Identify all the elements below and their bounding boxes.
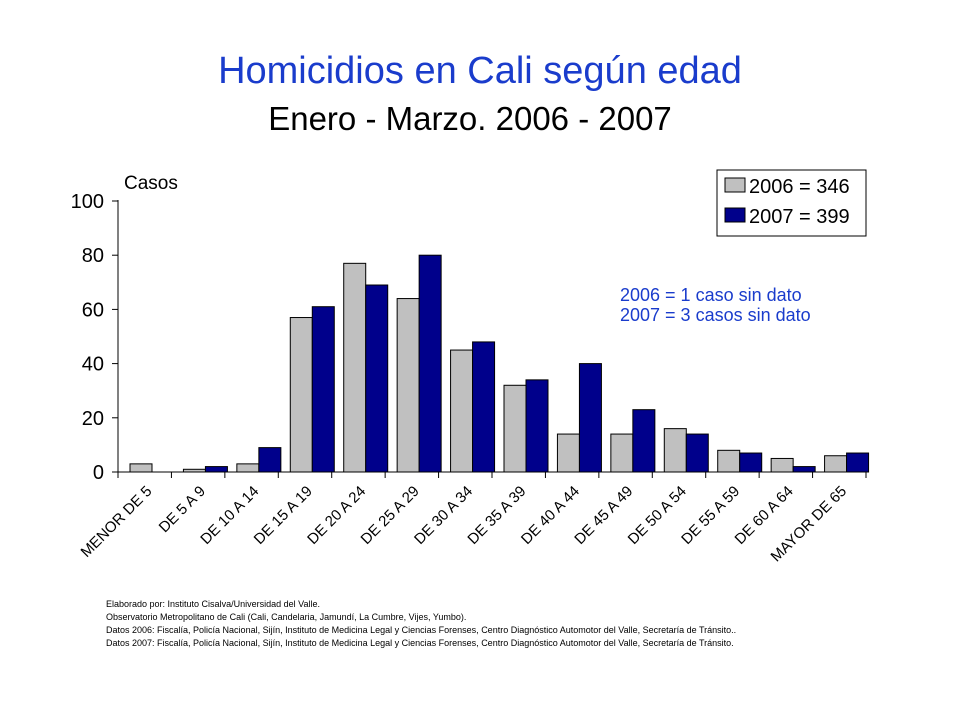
bar-2006 [663, 428, 687, 473]
annotation-note: 2007 = 3 casos sin dato [620, 305, 811, 325]
bar-2006 [289, 317, 313, 473]
source-notes: Elaborado por: Instituto Cisalva/Univers… [106, 598, 736, 650]
chart-title: Homicidios en Cali según edad [218, 50, 742, 92]
bar-2006 [396, 298, 420, 473]
bar-2007 [846, 452, 870, 473]
bar-2006 [503, 384, 527, 473]
bar-2006 [770, 457, 794, 473]
bar-2007 [578, 363, 602, 473]
bar-2007 [792, 466, 816, 473]
bar-2007 [739, 452, 763, 473]
bar-2006 [717, 449, 741, 473]
bar-2006 [236, 463, 260, 473]
legend-label-2006: 2006 = 346 [749, 176, 850, 198]
source-note-line: Datos 2007: Fiscalía, Policía Nacional, … [106, 638, 734, 648]
bar-2006 [610, 433, 634, 473]
y-tick-label: 40 [82, 354, 104, 376]
x-tick-label: DE 5 A 9 [156, 483, 209, 536]
bar-2006 [824, 455, 848, 473]
source-note-line: Datos 2006: Fiscalía, Policía Nacional, … [106, 625, 737, 635]
bar-2007 [204, 466, 228, 473]
bar-2006 [450, 349, 474, 473]
bar-2007 [685, 433, 709, 473]
bar-2007 [365, 284, 389, 473]
source-note-line: Observatorio Metropolitano de Cali (Cali… [106, 612, 467, 622]
bar-2007 [525, 379, 549, 473]
annotation-note: 2006 = 1 caso sin dato [620, 285, 802, 305]
legend-label-2007: 2007 = 399 [749, 206, 850, 228]
x-tick-label: MENOR DE 5 [78, 483, 156, 561]
bar-2006 [556, 433, 580, 473]
legend-swatch-2007 [724, 207, 746, 223]
source-note-line: Elaborado por: Instituto Cisalva/Univers… [106, 599, 320, 609]
bar-2007 [632, 409, 656, 473]
chart-subtitle: Enero - Marzo. 2006 - 2007 [268, 100, 672, 137]
y-tick-label: 100 [71, 191, 104, 213]
y-tick-label: 80 [82, 245, 104, 267]
legend-swatch-2006 [724, 177, 746, 193]
bar-2007 [311, 306, 335, 473]
y-tick-label: 20 [82, 408, 104, 430]
y-axis-label: Casos [124, 173, 178, 194]
bar-2007 [472, 341, 496, 473]
bar-2006 [182, 468, 206, 473]
y-tick-label: 60 [82, 299, 104, 321]
bar-2007 [418, 254, 442, 473]
bar-2006 [343, 262, 367, 473]
y-tick-label: 0 [93, 462, 104, 484]
bar-2007 [258, 447, 282, 473]
bar-2006 [129, 463, 153, 473]
